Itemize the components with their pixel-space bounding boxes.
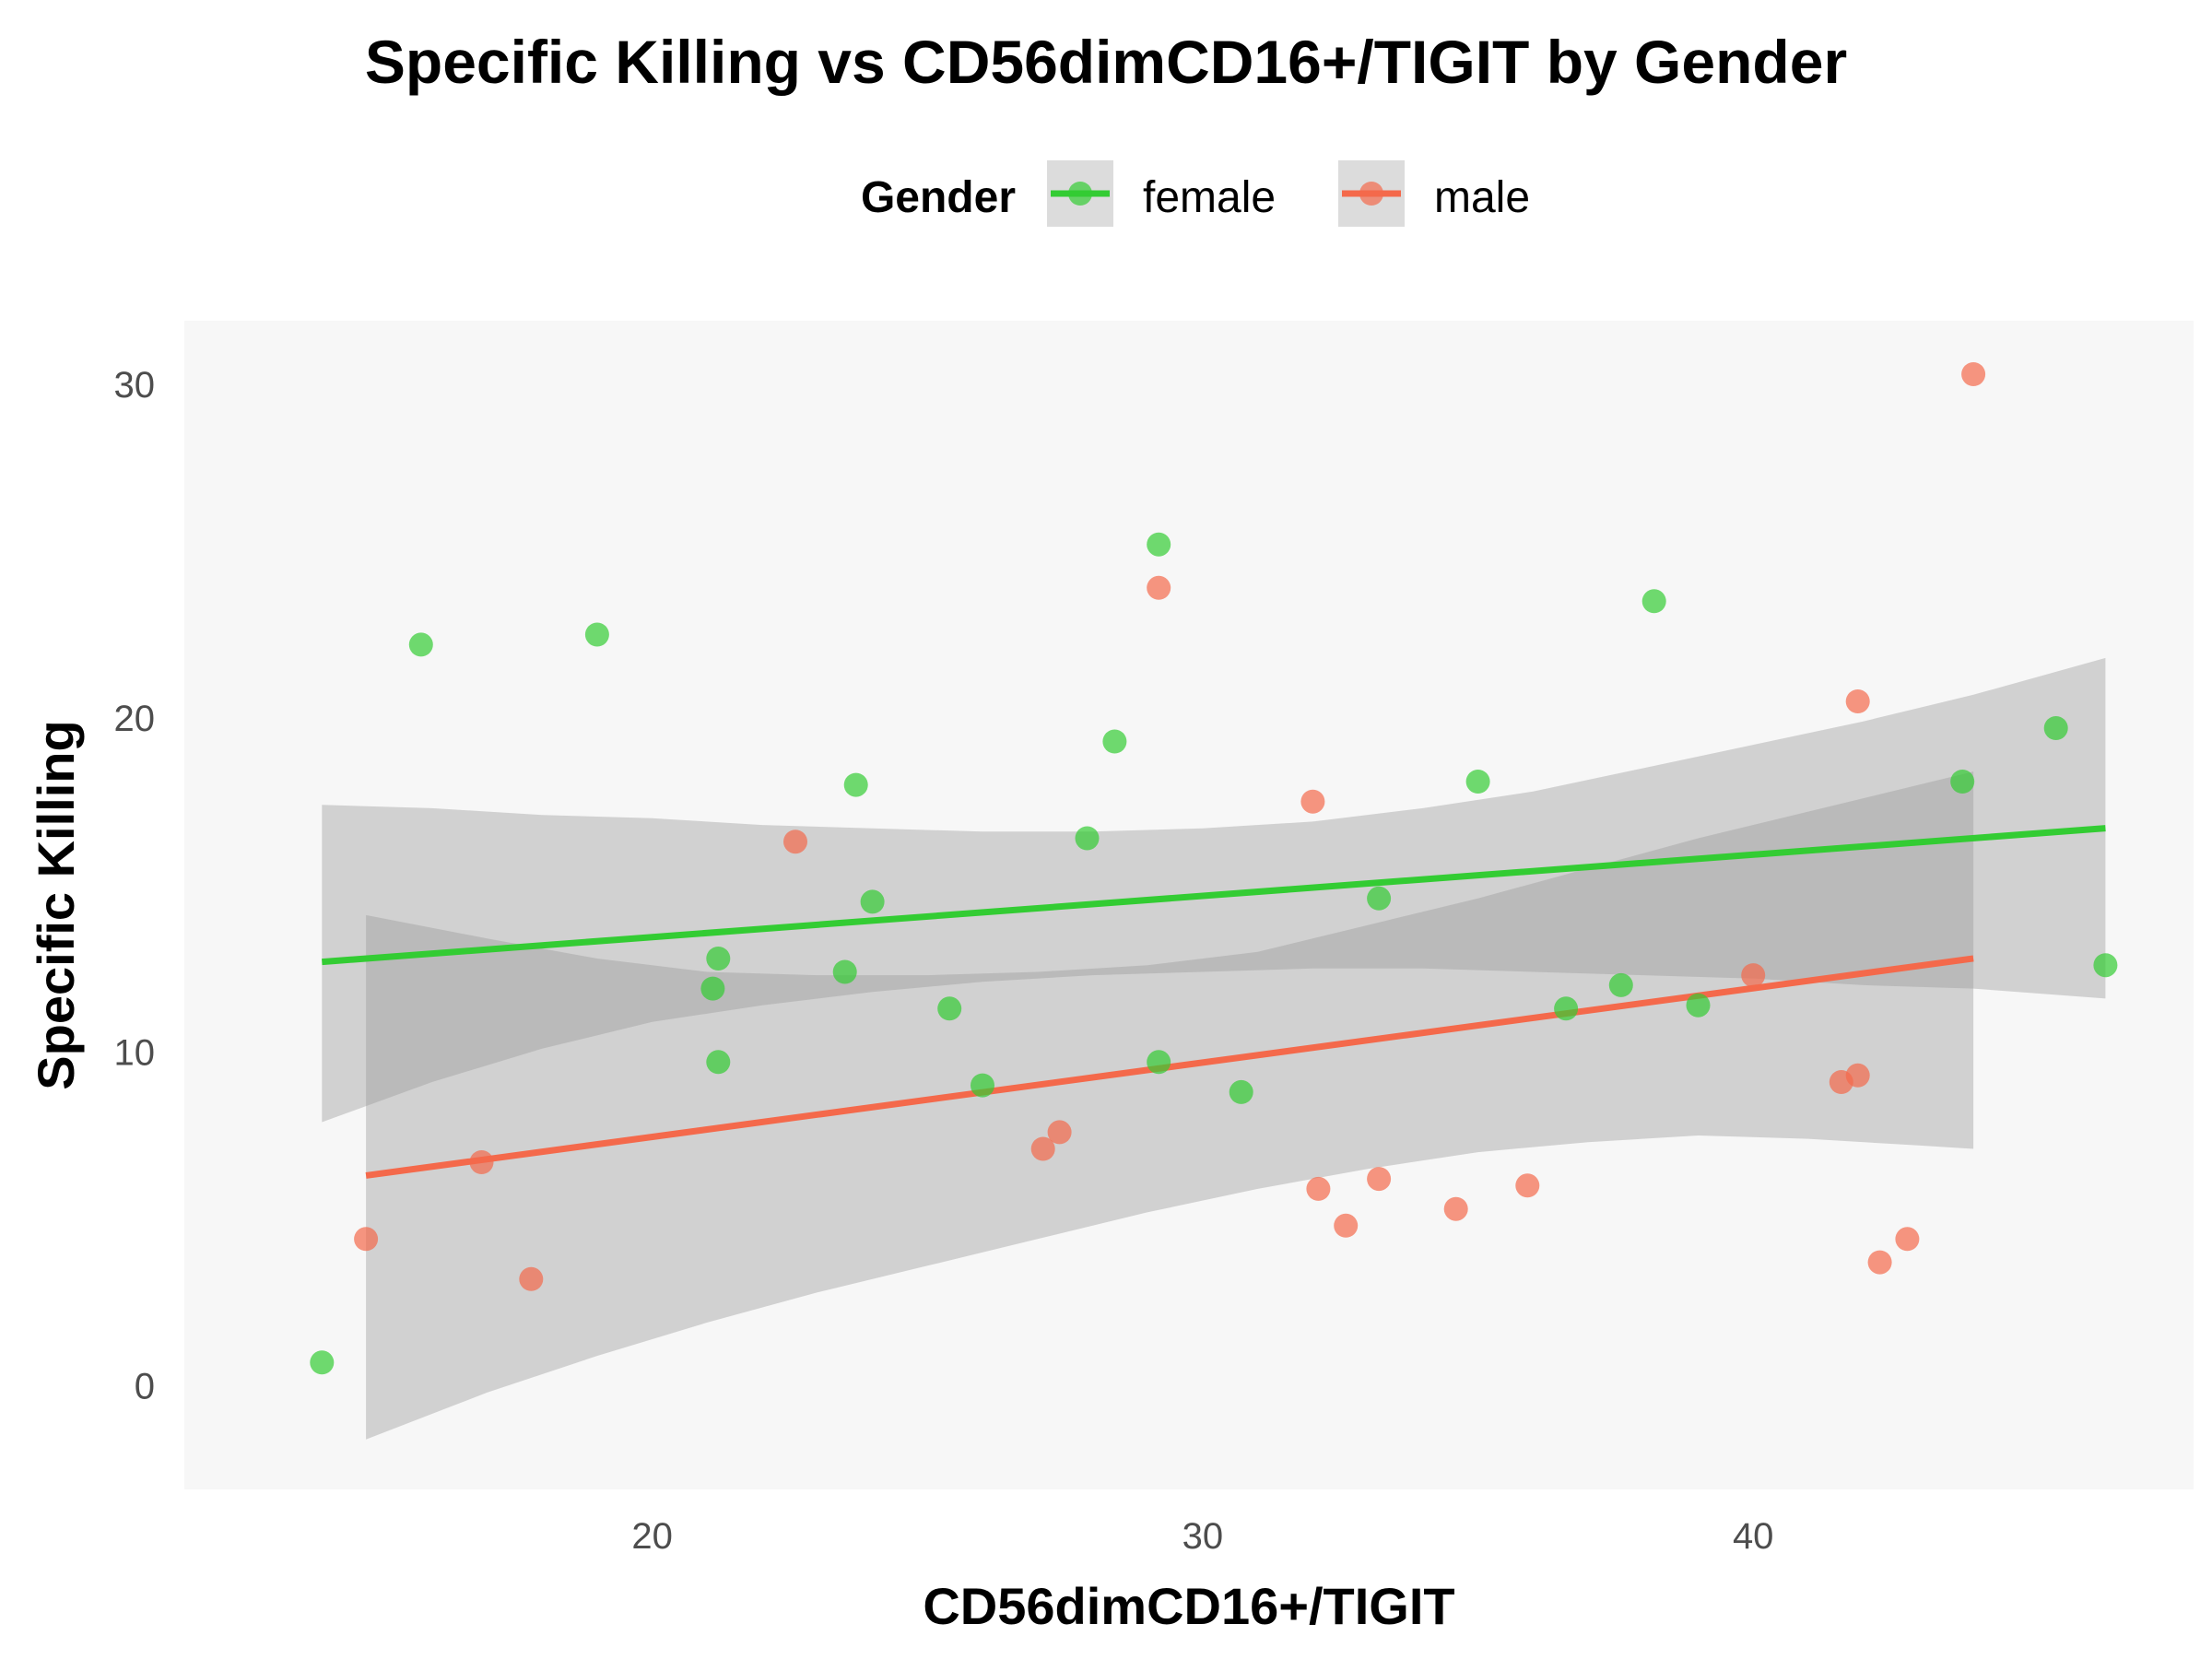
fit-line-male xyxy=(365,955,1974,1179)
legend: Gender female male xyxy=(861,160,1530,227)
legend-title: Gender xyxy=(861,173,1016,222)
point-female-16 xyxy=(1367,886,1392,911)
point-female-17 xyxy=(1465,770,1490,794)
y-tick-label: 0 xyxy=(135,1367,155,1407)
data-points xyxy=(310,362,2118,1375)
point-female-12 xyxy=(1102,729,1127,754)
fit-line-female xyxy=(322,825,2106,966)
point-female-4 xyxy=(706,947,731,971)
point-male-18 xyxy=(1895,1227,1920,1252)
point-female-0 xyxy=(310,1350,335,1375)
y-tick-label: 30 xyxy=(114,365,156,406)
point-male-9 xyxy=(1334,1213,1359,1238)
point-male-19 xyxy=(1961,362,1986,386)
point-female-5 xyxy=(706,1050,731,1075)
point-male-16 xyxy=(1845,1063,1870,1088)
point-male-2 xyxy=(519,1266,544,1291)
point-male-12 xyxy=(1515,1173,1540,1198)
y-tick-label: 10 xyxy=(114,1032,156,1073)
legend-key-male xyxy=(1338,160,1405,227)
chart-title: Specific Killing vs CD56dimCD16+/TIGIT b… xyxy=(365,28,1847,96)
point-female-23 xyxy=(2043,716,2068,740)
point-female-20 xyxy=(1641,589,1666,614)
ci-band-male xyxy=(366,771,1974,1440)
plot-panel xyxy=(184,321,2194,1489)
point-female-21 xyxy=(1686,993,1711,1018)
x-axis-title: CD56dimCD16+/TIGIT xyxy=(923,1577,1454,1635)
point-female-1 xyxy=(408,632,433,657)
point-female-8 xyxy=(860,889,885,914)
point-male-10 xyxy=(1367,1167,1392,1192)
point-male-13 xyxy=(1741,963,1766,988)
point-female-18 xyxy=(1554,996,1579,1021)
point-male-4 xyxy=(1030,1136,1055,1161)
point-male-8 xyxy=(1306,1176,1331,1201)
y-tick-label: 20 xyxy=(114,699,156,739)
x-tick-label: 20 xyxy=(631,1516,673,1557)
point-female-22 xyxy=(1950,770,1975,794)
x-axis-ticks: 20 30 40 xyxy=(631,1516,1773,1557)
confidence-bands xyxy=(322,657,2106,1440)
legend-key-female xyxy=(1047,160,1113,227)
x-tick-label: 30 xyxy=(1182,1516,1224,1557)
point-male-1 xyxy=(469,1150,494,1174)
point-male-6 xyxy=(1147,575,1171,600)
regression-lines xyxy=(322,825,2106,1179)
point-female-2 xyxy=(584,622,609,647)
point-male-7 xyxy=(1300,789,1325,814)
point-female-3 xyxy=(700,976,725,1001)
point-male-11 xyxy=(1443,1196,1468,1221)
legend-label-female: female xyxy=(1143,173,1276,222)
point-female-10 xyxy=(971,1073,994,1098)
point-female-13 xyxy=(1147,532,1171,557)
point-female-11 xyxy=(1075,826,1100,851)
y-axis-ticks: 0 10 20 30 xyxy=(114,365,156,1407)
point-female-7 xyxy=(843,772,868,797)
point-male-3 xyxy=(783,830,807,854)
point-female-15 xyxy=(1229,1079,1253,1104)
ci-band-female xyxy=(322,657,2106,1123)
point-female-19 xyxy=(1608,972,1633,997)
x-tick-label: 40 xyxy=(1733,1516,1774,1557)
point-male-0 xyxy=(354,1227,379,1252)
point-female-24 xyxy=(2093,953,2118,978)
point-female-9 xyxy=(937,996,962,1021)
point-female-6 xyxy=(832,959,857,984)
point-male-15 xyxy=(1845,689,1870,713)
point-male-5 xyxy=(1047,1120,1072,1145)
y-axis-title: Specific Killing xyxy=(27,720,85,1089)
point-female-14 xyxy=(1147,1050,1171,1075)
point-male-17 xyxy=(1867,1250,1892,1275)
legend-label-male: male xyxy=(1434,173,1530,222)
